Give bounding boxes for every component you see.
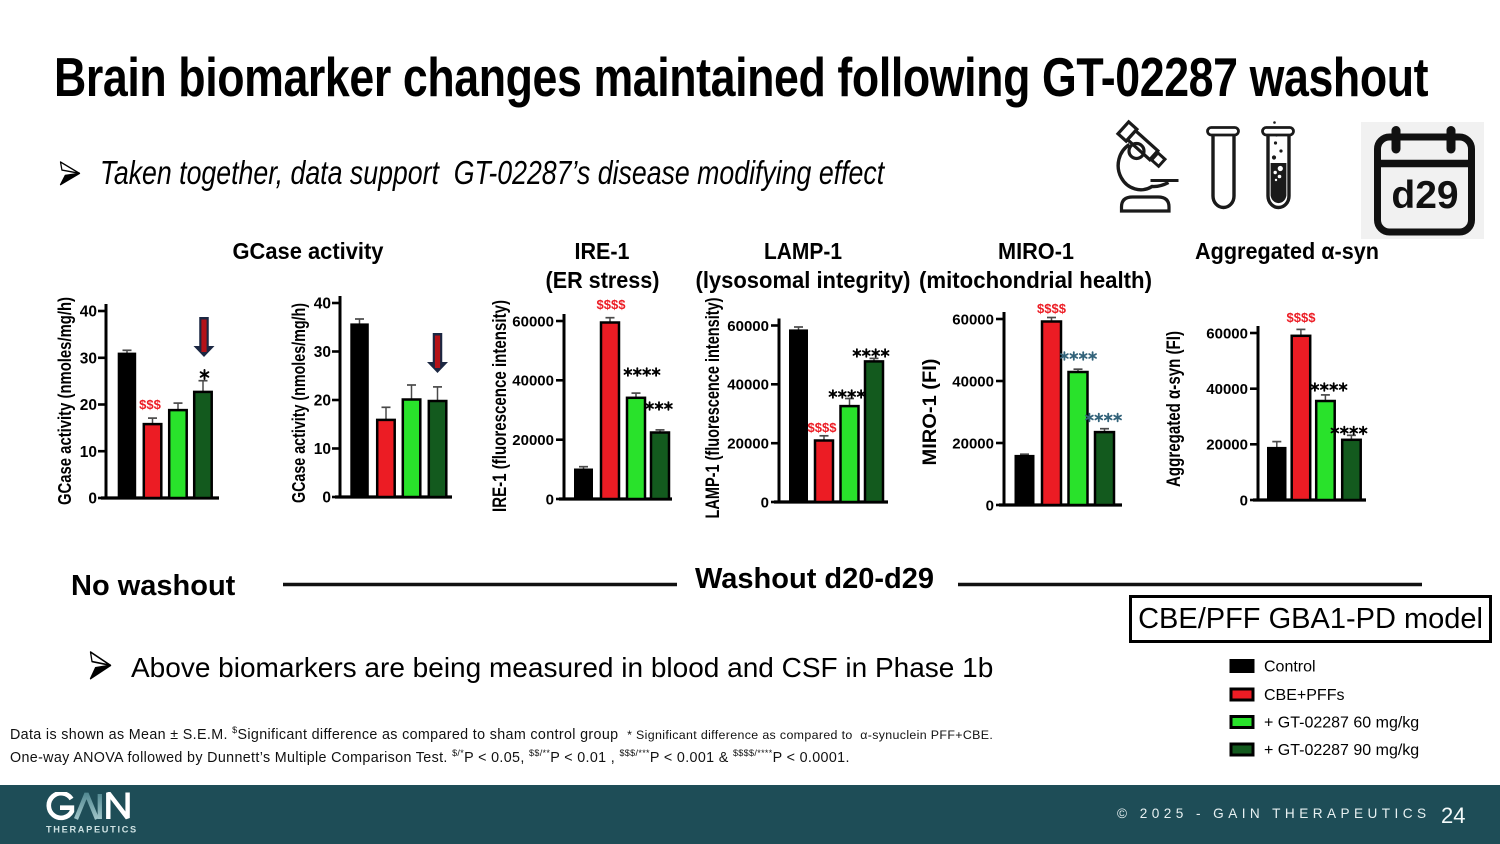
svg-text:IRE-1 (fluorescence intensity): IRE-1 (fluorescence intensity) (490, 300, 511, 512)
svg-text:d29: d29 (1391, 174, 1458, 217)
svg-text:Control: Control (1264, 659, 1316, 676)
svg-text:GCase activity (nmoles/mg/h): GCase activity (nmoles/mg/h) (289, 303, 309, 503)
svg-text:$$$$: $$$$ (808, 420, 838, 435)
svg-text:GCase activity (nmoles/mg/h): GCase activity (nmoles/mg/h) (55, 297, 75, 505)
svg-text:+ GT-02287 90 mg/kg: + GT-02287 90 mg/kg (1264, 742, 1419, 759)
svg-text:40000: 40000 (1206, 381, 1248, 398)
svg-text:$$$$: $$$$ (597, 297, 627, 312)
svg-text:Aggregated α-syn: Aggregated α-syn (1195, 238, 1379, 264)
svg-text:(mitochondrial health): (mitochondrial health) (919, 267, 1152, 293)
svg-text:30: 30 (80, 350, 97, 367)
svg-text:MIRO-1: MIRO-1 (998, 238, 1074, 264)
svg-text:20000: 20000 (727, 436, 769, 453)
svg-text:60000: 60000 (1206, 325, 1248, 342)
svg-text:40000: 40000 (727, 377, 769, 394)
svg-text:GCase activity: GCase activity (233, 238, 384, 264)
svg-text:(ER stress): (ER stress) (546, 267, 660, 293)
svg-text:20000: 20000 (1206, 437, 1248, 454)
svg-text:40000: 40000 (512, 373, 554, 390)
svg-text:40000: 40000 (952, 373, 994, 390)
svg-text:MIRO-1 (FI): MIRO-1 (FI) (920, 359, 941, 466)
svg-text:60000: 60000 (952, 311, 994, 328)
svg-text:20000: 20000 (952, 435, 994, 452)
svg-text:$$$$: $$$$ (1037, 301, 1067, 316)
svg-text:0: 0 (986, 497, 994, 514)
svg-text:40: 40 (80, 304, 97, 321)
svg-text:THERAPEUTICS: THERAPEUTICS (46, 825, 138, 835)
svg-text:40: 40 (314, 296, 331, 313)
svg-text:20000: 20000 (512, 432, 554, 449)
svg-text:(lysosomal integrity): (lysosomal integrity) (696, 267, 911, 293)
svg-text:60000: 60000 (512, 313, 554, 330)
svg-text:0: 0 (1240, 492, 1248, 509)
svg-text:$$$$: $$$$ (1287, 310, 1317, 325)
svg-text:Aggregated α-syn (FI): Aggregated α-syn (FI) (1164, 331, 1185, 487)
svg-text:0: 0 (761, 494, 769, 511)
svg-text:30: 30 (314, 344, 331, 361)
svg-text:CBE+PFFs: CBE+PFFs (1264, 687, 1344, 704)
svg-text:10: 10 (314, 441, 331, 458)
svg-text:10: 10 (80, 444, 97, 461)
svg-text:0: 0 (546, 491, 554, 508)
svg-text:0: 0 (88, 491, 97, 508)
svg-text:$$$: $$$ (139, 397, 161, 412)
svg-text:20: 20 (80, 397, 97, 414)
svg-text:60000: 60000 (727, 318, 769, 335)
svg-text:0: 0 (322, 490, 331, 507)
svg-text:20: 20 (314, 393, 331, 410)
svg-text:LAMP-1: LAMP-1 (764, 238, 842, 264)
svg-text:LAMP-1 (fluorescence intensity: LAMP-1 (fluorescence intensity) (703, 298, 724, 519)
svg-text:IRE-1: IRE-1 (575, 238, 630, 264)
svg-text:+ GT-02287 60 mg/kg: + GT-02287 60 mg/kg (1264, 715, 1419, 732)
